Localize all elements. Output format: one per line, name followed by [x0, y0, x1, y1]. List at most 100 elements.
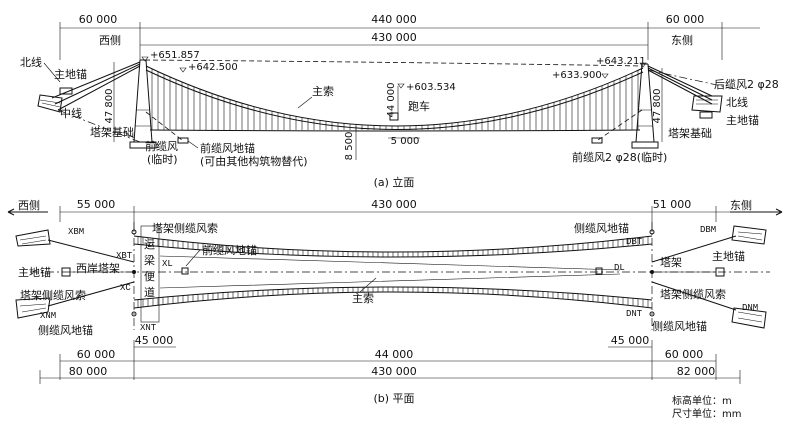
label-main-anchor-left: 主地锚	[54, 67, 87, 81]
code-dnm: DNM	[742, 303, 758, 313]
label-temporary: (临时)	[147, 152, 178, 166]
west-anchor-block	[37, 94, 63, 113]
plan-dim-430000: 430 000	[371, 198, 417, 211]
label-main-anchor-right: 主地锚	[726, 113, 759, 127]
elev-651857: +651.857	[150, 50, 200, 61]
dim-west-60000: 60 000	[79, 13, 118, 26]
code-xbm: XBM	[68, 227, 84, 237]
label-front-wind-anchor-plan: 前缆风地锚	[202, 243, 257, 257]
west-tower-elevation	[129, 59, 157, 149]
dim-5000: 5 000	[391, 136, 420, 147]
dim-inner-45000-right: 45 000	[611, 334, 650, 347]
dim-sag-44000: 44 000	[386, 83, 397, 118]
label-side-wind-anchor-right-top: 侧缆风地锚	[574, 221, 629, 235]
dim-b1-60000-right: 60 000	[665, 348, 704, 361]
east-back-stays	[647, 65, 713, 105]
label-tower-foundation-right: 塔架基础	[668, 127, 712, 140]
label-tower-side-wind-cable: 塔架侧缆风索	[20, 288, 86, 302]
caption-plan: (b) 平面	[373, 392, 414, 405]
plan-labels: 塔架侧缆风索 前缆风地锚 主地锚 西岸塔架 塔架侧缆风索 侧缆风地锚 主索 侧缆…	[18, 221, 745, 337]
dim-b2-80000: 80 000	[69, 365, 108, 378]
units-dimension: 尺寸单位：mm	[672, 407, 741, 420]
label-north-line-left: 北线	[20, 55, 42, 69]
dim-height-east-47800: 47 800	[652, 89, 663, 124]
label-main-cable: 主索	[312, 84, 334, 98]
units-elevation: 标高单位：m	[672, 394, 732, 407]
dim-b2-82000: 82 000	[677, 365, 716, 378]
label-trolley: 跑车	[408, 99, 430, 113]
elevation-view: 60 000 440 000 60 000 430 000 西侧 东侧 +651…	[20, 13, 779, 189]
dim-b1-44000: 44 000	[375, 348, 414, 361]
elev-633900: +633.900	[552, 70, 602, 81]
plan-main-cable	[133, 235, 653, 309]
elev-643211: +643.211	[596, 56, 646, 67]
plan-view: 55 000 430 000 51 000 西侧 东侧 运梁便道	[7, 198, 783, 420]
elevation-labels: 北线 主地锚 中线 塔架基础 前缆风 (临时) 前缆风地锚 (可由其他构筑物替代…	[20, 55, 779, 168]
code-xbt: XBT	[116, 251, 133, 261]
plan-west-side: 西侧	[18, 199, 40, 212]
label-rear-wind: 后缆风2 φ28	[714, 78, 779, 91]
west-side-wind-cables	[47, 239, 135, 307]
beam-road-text: 运梁便道	[144, 238, 155, 299]
label-replaceable: (可由其他构筑物替代)	[200, 154, 308, 168]
label-west-tower: 西岸塔架	[76, 262, 120, 275]
code-dnt: DNT	[626, 309, 643, 319]
front-wind-anchor-west	[177, 137, 189, 144]
plan-bottom-dimensions-2: 80 000 430 000 82 000	[39, 365, 741, 384]
main-cable-elevation	[145, 65, 644, 127]
dim-height-west-47800: 47 800	[104, 89, 115, 124]
east-anchor-block	[691, 95, 723, 113]
label-tower-side-wind-right: 塔架侧缆风索	[660, 287, 726, 301]
plan-anchor-blocks	[15, 225, 767, 329]
elev-603534: +603.534	[406, 82, 456, 93]
dim-b2-430000: 430 000	[371, 365, 417, 378]
code-dbt: DBT	[626, 237, 643, 247]
caption-elevation: (a) 立面	[374, 175, 415, 189]
elevation-top-dimensions: 60 000 440 000 60 000 430 000 西侧 东侧	[59, 13, 760, 60]
code-xc: XC	[120, 283, 131, 293]
dim-b1-60000-left: 60 000	[77, 348, 116, 361]
dim-east-60000: 60 000	[666, 13, 705, 26]
elev-642500: +642.500	[188, 62, 238, 73]
dim-8500: 8 500	[344, 132, 355, 161]
west-back-stays	[51, 61, 141, 111]
east-tower-elevation	[631, 63, 659, 149]
label-side-wind-anchor-right-bottom: 侧缆风地锚	[652, 319, 707, 333]
code-dl: DL	[614, 263, 625, 273]
label-main-anchor-plan-left: 主地锚	[18, 265, 51, 279]
label-middle-line: 中线	[60, 106, 82, 120]
label-north-line-right: 北线	[726, 95, 748, 109]
beam-access-road	[140, 225, 160, 323]
elevation-markers: +651.857 +642.500 +603.534 +643.211 +633…	[141, 50, 647, 93]
label-front-wind: 前缆风	[145, 139, 178, 153]
beam-access-road-label: 运梁便道	[144, 238, 155, 299]
plan-inner-dimensions: 45 000 45 000	[134, 334, 652, 348]
west-side-label: 西侧	[99, 34, 121, 47]
lower-chord-line	[149, 129, 641, 132]
code-dbm: DBM	[700, 225, 716, 235]
label-front-wind-right: 前缆风2 φ28(临时)	[572, 150, 667, 164]
code-xnm: XNM	[40, 311, 56, 321]
label-main-cable-plan: 主索	[352, 291, 374, 305]
upper-reference-line	[144, 59, 644, 67]
plan-bottom-dimensions-1: 60 000 44 000 60 000	[59, 340, 717, 380]
label-tower-foundation-left: 塔架基础	[90, 126, 134, 139]
plan-east-side: 东侧	[730, 199, 752, 212]
code-xnt: XNT	[140, 323, 157, 333]
label-main-anchor-plan-right: 主地锚	[712, 249, 745, 263]
dim-span-430000: 430 000	[371, 31, 417, 44]
code-xl: XL	[162, 259, 173, 269]
plan-dim-55000: 55 000	[77, 198, 116, 211]
hanger-lines	[151, 68, 639, 130]
trolley-symbol	[389, 112, 399, 121]
plan-dim-51000: 51 000	[653, 198, 692, 211]
label-tower-plan: 塔架	[660, 256, 682, 269]
plan-codes: XBM XBT XC XL XNM XNT DBM DBT DL DNT DNM	[40, 225, 758, 333]
front-wind-anchor-east	[591, 137, 603, 144]
label-front-wind-anchor: 前缆风地锚	[200, 141, 255, 155]
east-side-wind-cables	[651, 235, 737, 311]
vertical-dimensions: 47 800 44 000 8 500 47 800 5 000	[104, 62, 663, 160]
dim-span-440000: 440 000	[371, 13, 417, 26]
